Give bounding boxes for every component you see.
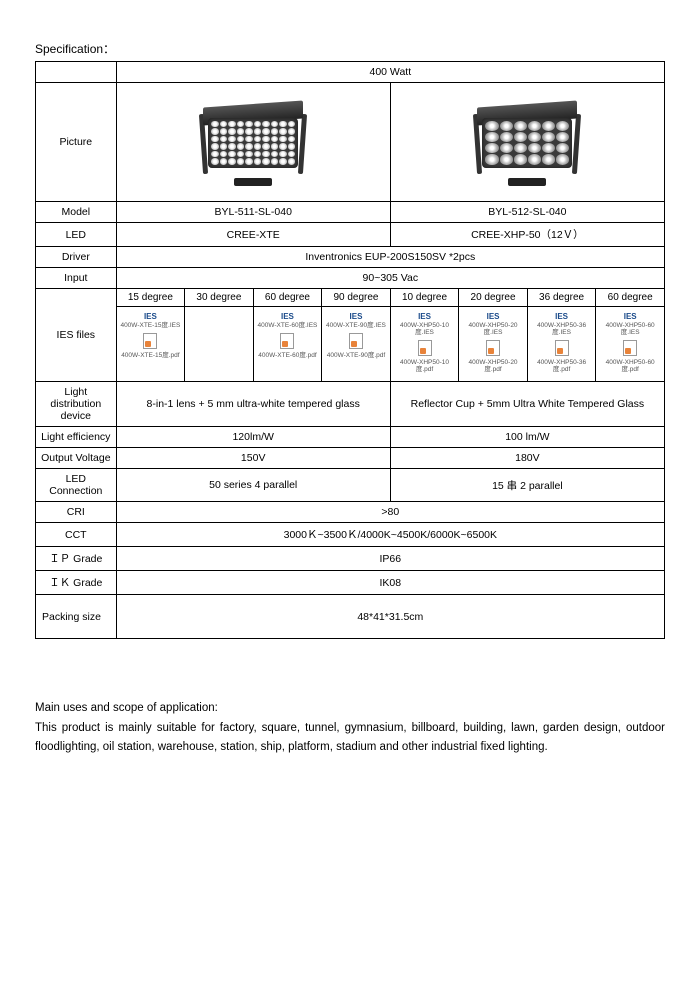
ik-value: IK08	[116, 571, 664, 595]
spec-table: 400 Watt Picture Model BYL-511-SL-040 BY…	[35, 61, 665, 639]
ies-icon: IES	[118, 312, 184, 321]
picture-a	[116, 83, 390, 202]
deg-b1: 10 degree	[390, 289, 459, 307]
ies-a4[interactable]: IES 400W-XTE-90度.IES 400W-XTE-90度.pdf	[322, 307, 391, 382]
ledconn-b: 15 串 2 parallel	[390, 469, 664, 502]
footer-block: Main uses and scope of application: This…	[35, 699, 665, 756]
lightdist-b: Reflector Cup + 5mm Ultra White Tempered…	[390, 382, 664, 427]
header-empty	[36, 62, 117, 83]
packing-value: 48*41*31.5cm	[116, 595, 664, 639]
ies-icon: IES	[392, 312, 458, 321]
ies-file-label: 400W-XHP50-10度.IES	[392, 322, 458, 336]
deg-a4: 90 degree	[322, 289, 391, 307]
ies-b3[interactable]: IES 400W-XHP50-36度.IES 400W-XHP50-36度.pd…	[527, 307, 596, 382]
pdf-icon	[143, 333, 157, 349]
deg-a3: 60 degree	[253, 289, 322, 307]
ies-icon: IES	[323, 312, 389, 321]
pdf-file-label: 400W-XHP50-10度.pdf	[392, 359, 458, 373]
pdf-icon	[486, 340, 500, 356]
outv-a: 150V	[116, 448, 390, 469]
driver-value: Inventronics EUP-200S150SV *2pcs	[116, 247, 664, 268]
ies-icon: IES	[597, 312, 663, 321]
footer-body: This product is mainly suitable for fact…	[35, 719, 665, 756]
label-ik: ＩＫ Grade	[36, 571, 117, 595]
led-b: CREE-XHP-50（12Ｖ）	[390, 223, 664, 247]
pdf-file-label: 400W-XTE-60度.pdf	[255, 352, 321, 359]
label-picture: Picture	[36, 83, 117, 202]
spec-title: Specification：	[35, 40, 665, 57]
pdf-icon	[555, 340, 569, 356]
ies-b2[interactable]: IES 400W-XHP50-20度.IES 400W-XHP50-20度.pd…	[459, 307, 528, 382]
floodlight-image-a	[188, 96, 318, 186]
label-outv: Output Voltage	[36, 448, 117, 469]
outv-b: 180V	[390, 448, 664, 469]
input-value: 90~305 Vac	[116, 268, 664, 289]
led-a: CREE-XTE	[116, 223, 390, 247]
ies-b1[interactable]: IES 400W-XHP50-10度.IES 400W-XHP50-10度.pd…	[390, 307, 459, 382]
ies-file-label: 400W-XHP50-60度.IES	[597, 322, 663, 336]
ies-file-label: 400W-XHP50-20度.IES	[460, 322, 526, 336]
label-cct: CCT	[36, 523, 117, 547]
ies-icon: IES	[460, 312, 526, 321]
model-a: BYL-511-SL-040	[116, 202, 390, 223]
ies-file-label: 400W-XTE-60度.IES	[255, 322, 321, 329]
cri-value: >80	[116, 502, 664, 523]
ies-file-label: 400W-XTE-15度.IES	[118, 322, 184, 329]
label-ledconn: LED Connection	[36, 469, 117, 502]
label-model: Model	[36, 202, 117, 223]
ies-a1[interactable]: IES 400W-XTE-15度.IES 400W-XTE-15度.pdf	[116, 307, 185, 382]
ledconn-a: 50 series 4 parallel	[116, 469, 390, 502]
deg-a2: 30 degree	[185, 289, 254, 307]
deg-b4: 60 degree	[596, 289, 665, 307]
deg-b2: 20 degree	[459, 289, 528, 307]
lighteff-b: 100 lm/W	[390, 427, 664, 448]
floodlight-image-b	[462, 96, 592, 186]
picture-b	[390, 83, 664, 202]
pdf-file-label: 400W-XTE-90度.pdf	[323, 352, 389, 359]
pdf-icon	[349, 333, 363, 349]
pdf-file-label: 400W-XHP50-20度.pdf	[460, 359, 526, 373]
lightdist-a: 8-in-1 lens + 5 mm ultra-white tempered …	[116, 382, 390, 427]
label-ies: IES files	[36, 289, 117, 382]
label-driver: Driver	[36, 247, 117, 268]
pdf-icon	[623, 340, 637, 356]
deg-b3: 36 degree	[527, 289, 596, 307]
ip-value: IP66	[116, 547, 664, 571]
cct-value: 3000Ｋ~3500Ｋ/4000K~4500K/6000K~6500K	[116, 523, 664, 547]
pdf-file-label: 400W-XTE-15度.pdf	[118, 352, 184, 359]
lighteff-a: 120lm/W	[116, 427, 390, 448]
pdf-icon	[280, 333, 294, 349]
label-lighteff: Light efficiency	[36, 427, 117, 448]
ies-file-label: 400W-XHP50-36度.IES	[529, 322, 595, 336]
label-led: LED	[36, 223, 117, 247]
ies-icon: IES	[529, 312, 595, 321]
pdf-file-label: 400W-XHP50-36度.pdf	[529, 359, 595, 373]
ies-a3[interactable]: IES 400W-XTE-60度.IES 400W-XTE-60度.pdf	[253, 307, 322, 382]
ies-a2	[185, 307, 254, 382]
label-input: Input	[36, 268, 117, 289]
ies-icon: IES	[255, 312, 321, 321]
pdf-file-label: 400W-XHP50-60度.pdf	[597, 359, 663, 373]
model-b: BYL-512-SL-040	[390, 202, 664, 223]
label-cri: CRI	[36, 502, 117, 523]
deg-a1: 15 degree	[116, 289, 185, 307]
header-wattage: 400 Watt	[116, 62, 664, 83]
label-ip: ＩＰ Grade	[36, 547, 117, 571]
label-lightdist: Light distribution device	[36, 382, 117, 427]
ies-b4[interactable]: IES 400W-XHP50-60度.IES 400W-XHP50-60度.pd…	[596, 307, 665, 382]
pdf-icon	[418, 340, 432, 356]
label-packing: Packing size	[36, 595, 117, 639]
footer-title: Main uses and scope of application:	[35, 699, 665, 717]
ies-file-label: 400W-XTE-90度.IES	[323, 322, 389, 329]
